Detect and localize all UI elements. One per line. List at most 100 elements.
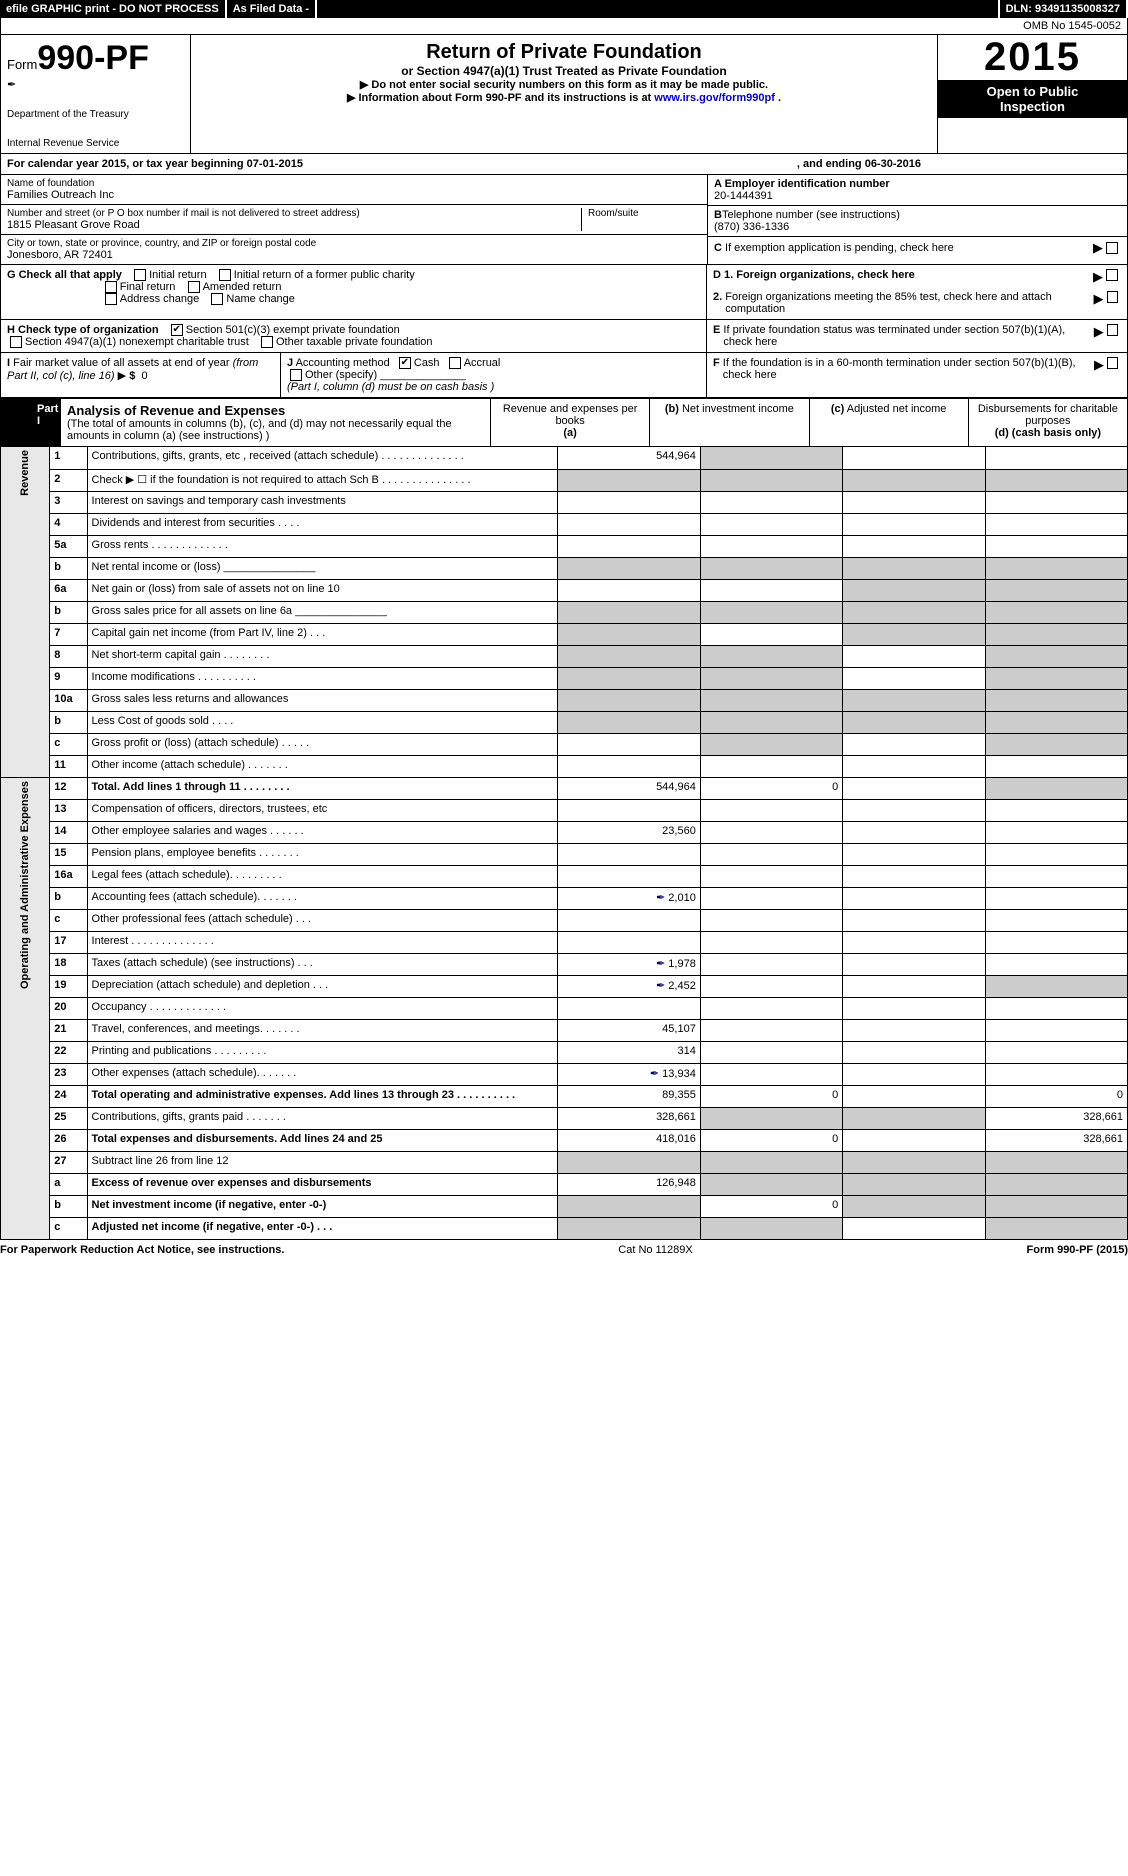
- line-text: Other income (attach schedule) . . . . .…: [87, 755, 558, 777]
- line-number: 19: [50, 975, 87, 997]
- asfiled-label: As Filed Data -: [227, 0, 317, 18]
- accrual-checkbox[interactable]: [449, 357, 461, 369]
- col-d-value: [985, 601, 1127, 623]
- address-change-checkbox[interactable]: [105, 293, 117, 305]
- line-number: 22: [50, 1041, 87, 1063]
- col-d-value: [985, 1063, 1127, 1085]
- col-d-value: [985, 1195, 1127, 1217]
- table-row: 3Interest on savings and temporary cash …: [1, 491, 1128, 513]
- col-a-value: 45,107: [558, 1019, 700, 1041]
- line-number: 24: [50, 1085, 87, 1107]
- col-c-value: [843, 711, 985, 733]
- col-c-value: [843, 1173, 985, 1195]
- col-c-value: [843, 1085, 985, 1107]
- table-row: 4Dividends and interest from securities …: [1, 513, 1128, 535]
- dept-irs: Internal Revenue Service: [7, 138, 184, 149]
- line-text: Net investment income (if negative, ente…: [87, 1195, 558, 1217]
- final-return-checkbox[interactable]: [105, 281, 117, 293]
- form-number: Form990-PF: [7, 39, 184, 78]
- col-d-value: [985, 469, 1127, 491]
- line-number: 6a: [50, 579, 87, 601]
- d2-checkbox[interactable]: [1107, 291, 1118, 303]
- col-b-value: [700, 1019, 842, 1041]
- col-c-value: [843, 755, 985, 777]
- col-a-value: [558, 733, 700, 755]
- line-text: Income modifications . . . . . . . . . .: [87, 667, 558, 689]
- line-text: Subtract line 26 from line 12: [87, 1151, 558, 1173]
- col-b-value: [700, 513, 842, 535]
- other-taxable-checkbox[interactable]: [261, 336, 273, 348]
- attachment-icon[interactable]: ✒: [656, 958, 665, 970]
- col-d-value: [985, 843, 1127, 865]
- table-row: bNet rental income or (loss) ___________…: [1, 557, 1128, 579]
- col-d-value: [985, 821, 1127, 843]
- e-checkbox[interactable]: [1107, 324, 1118, 336]
- 501c3-checkbox[interactable]: ✔: [171, 324, 183, 336]
- line-number: 20: [50, 997, 87, 1019]
- col-b-value: [700, 799, 842, 821]
- col-c-value: [843, 469, 985, 491]
- attachment-icon[interactable]: ✒: [656, 980, 665, 992]
- col-b-header: (b) Net investment income: [650, 399, 809, 446]
- line-text: Net gain or (loss) from sale of assets n…: [87, 579, 558, 601]
- table-row: 18Taxes (attach schedule) (see instructi…: [1, 953, 1128, 975]
- line-number: b: [50, 887, 87, 909]
- table-row: 20Occupancy . . . . . . . . . . . . .: [1, 997, 1128, 1019]
- line-text: Capital gain net income (from Part IV, l…: [87, 623, 558, 645]
- 4947-checkbox[interactable]: [10, 336, 22, 348]
- info-note: ▶ Information about Form 990-PF and its …: [197, 91, 931, 104]
- table-row: 23Other expenses (attach schedule). . . …: [1, 1063, 1128, 1085]
- col-b-value: [700, 1063, 842, 1085]
- line-text: Other expenses (attach schedule). . . . …: [87, 1063, 558, 1085]
- attachment-icon[interactable]: ✒: [650, 1068, 659, 1080]
- line-text: Adjusted net income (if negative, enter …: [87, 1217, 558, 1239]
- col-b-value: 0: [700, 777, 842, 799]
- line-number: 8: [50, 645, 87, 667]
- col-d-value: [985, 887, 1127, 909]
- exemption-pending-checkbox[interactable]: [1106, 242, 1118, 254]
- cash-checkbox[interactable]: ✔: [399, 357, 411, 369]
- table-row: 10aGross sales less returns and allowanc…: [1, 689, 1128, 711]
- col-b-value: [700, 601, 842, 623]
- name-change-checkbox[interactable]: [211, 293, 223, 305]
- initial-return-checkbox[interactable]: [134, 269, 146, 281]
- col-d-value: 328,661: [985, 1129, 1127, 1151]
- line-number: 21: [50, 1019, 87, 1041]
- form-subtitle: or Section 4947(a)(1) Trust Treated as P…: [197, 64, 931, 78]
- line-text: Net short-term capital gain . . . . . . …: [87, 645, 558, 667]
- col-b-value: [700, 1041, 842, 1063]
- part1-tab: Part I: [27, 399, 61, 446]
- col-c-value: [843, 623, 985, 645]
- line-number: 7: [50, 623, 87, 645]
- col-a-value: 23,560: [558, 821, 700, 843]
- line-number: 2: [50, 469, 87, 491]
- initial-former-checkbox[interactable]: [219, 269, 231, 281]
- col-a-value: ✒ 13,934: [558, 1063, 700, 1085]
- line-number: 3: [50, 491, 87, 513]
- f-checkbox[interactable]: [1107, 357, 1118, 369]
- col-a-value: ✒ 2,010: [558, 887, 700, 909]
- foundation-name-label: Name of foundation: [7, 178, 701, 189]
- col-d-value: [985, 667, 1127, 689]
- line-number: 26: [50, 1129, 87, 1151]
- amended-return-checkbox[interactable]: [188, 281, 200, 293]
- col-c-value: [843, 997, 985, 1019]
- line-number: b: [50, 601, 87, 623]
- col-d-value: [985, 865, 1127, 887]
- col-c-value: [843, 777, 985, 799]
- table-row: 5aGross rents . . . . . . . . . . . . .: [1, 535, 1128, 557]
- col-a-value: [558, 689, 700, 711]
- ssn-note: ▶ Do not enter social security numbers o…: [197, 78, 931, 91]
- col-d-value: [985, 755, 1127, 777]
- efile-topbar: efile GRAPHIC print - DO NOT PROCESS As …: [0, 0, 1128, 18]
- attachment-icon[interactable]: ✒: [656, 892, 665, 904]
- calendar-year-row: For calendar year 2015, or tax year begi…: [0, 154, 1128, 175]
- col-c-value: [843, 579, 985, 601]
- col-c-value: [843, 821, 985, 843]
- part1-subtitle: (The total of amounts in columns (b), (c…: [67, 418, 484, 442]
- irs-link[interactable]: www.irs.gov/form990pf: [654, 92, 775, 104]
- d1-checkbox[interactable]: [1106, 269, 1118, 281]
- line-text: Occupancy . . . . . . . . . . . . .: [87, 997, 558, 1019]
- other-method-checkbox[interactable]: [290, 369, 302, 381]
- col-d-value: [985, 733, 1127, 755]
